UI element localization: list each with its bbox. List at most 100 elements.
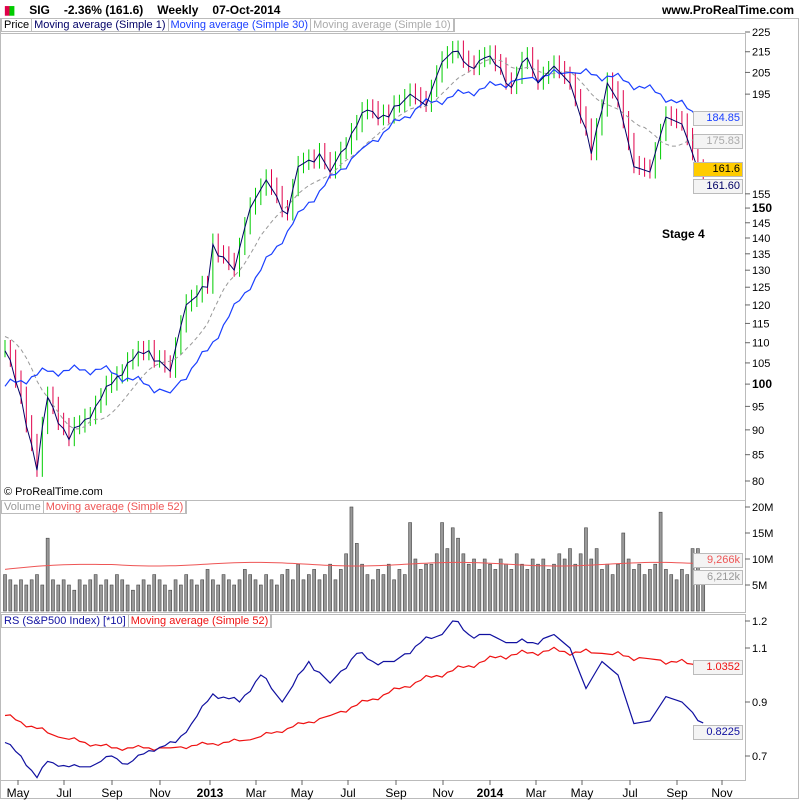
volume-bar [397, 569, 402, 612]
site-link[interactable]: www.ProRealTime.com [661, 3, 794, 17]
x-tick-label: Nov [149, 786, 170, 800]
volume-bar [152, 574, 157, 612]
volume-bar [354, 543, 359, 612]
volume-bar [29, 579, 34, 612]
rs-legend: RS (S&P500 Index) [*10] Moving average (… [1, 614, 273, 628]
volume-bar [637, 563, 642, 612]
volume-bar [104, 579, 109, 612]
volume-bar [621, 532, 626, 612]
legend-ma1[interactable]: Moving average (Simple 1) [32, 19, 169, 31]
legend-ma10[interactable]: Moving average (Simple 10) [311, 19, 454, 31]
volume-bar [291, 579, 295, 612]
volume-bar [658, 511, 663, 612]
change: -2.36% (161.6) [63, 3, 144, 17]
x-tick-label: Mar [526, 786, 547, 800]
volume-bar [77, 579, 82, 612]
volume-bar [344, 553, 348, 612]
legend-rs[interactable]: RS (S&P500 Index) [*10] [2, 615, 129, 627]
volume-bar [328, 563, 332, 612]
volume-bar [3, 574, 7, 612]
volume-bar [402, 574, 407, 612]
volume-bar [322, 574, 327, 612]
volume-bar [195, 584, 199, 612]
volume-bar [253, 579, 258, 612]
volume-bar [168, 589, 173, 612]
volume-bar [221, 574, 226, 612]
volume-bar [493, 569, 498, 612]
volume-bar [381, 574, 386, 612]
volume-bar [456, 537, 460, 612]
x-tick-label: Nov [432, 786, 453, 800]
volume-bar [370, 579, 375, 612]
legend-price[interactable]: Price [2, 19, 33, 31]
volume-bar [189, 579, 194, 612]
volume-bar [626, 558, 631, 612]
volume-bar [525, 569, 530, 612]
legend-ma30[interactable]: Moving average (Simple 30) [169, 19, 312, 31]
candlestick-logo-icon-2: ▮ [8, 3, 16, 17]
volume-bar [131, 589, 135, 612]
volume-bar [227, 579, 231, 612]
volume-tag: 6,212k [693, 570, 743, 585]
x-tick-label: 2014 [477, 786, 504, 800]
close-line [4, 50, 704, 471]
x-tick-label: Jul [56, 786, 71, 800]
volume-bar [392, 579, 396, 612]
date: 07-Oct-2014 [212, 3, 281, 17]
volume-bar [488, 563, 492, 612]
volume-bar [349, 506, 354, 612]
rs-tick-label: 1.1 [752, 643, 767, 655]
volume-bar [136, 584, 141, 612]
rs-ma-tag: 1.0352 [693, 660, 743, 675]
volume-bar [232, 584, 236, 612]
volume-bar [243, 569, 247, 612]
volume-bar [200, 579, 205, 612]
volume-bar [466, 563, 471, 612]
volume-bar [333, 579, 338, 612]
price-tick-label: 95 [752, 401, 764, 413]
volume-bar [280, 574, 284, 612]
volume-bar [424, 563, 428, 612]
volume-bar [312, 569, 316, 612]
last-price-tag: 161.6 [693, 162, 743, 177]
volume-bar [67, 584, 71, 612]
volume-bar [520, 563, 524, 612]
legend-volume-ma[interactable]: Moving average (Simple 52) [44, 501, 187, 513]
volume-bar [179, 584, 183, 612]
volume-bar [509, 569, 514, 612]
legend-rs-ma[interactable]: Moving average (Simple 52) [129, 615, 272, 627]
volume-bar [594, 548, 599, 612]
volume-bar [504, 563, 508, 612]
volume-bar [386, 563, 391, 612]
price-tick-label: 225 [752, 27, 770, 39]
copyright: © ProRealTime.com [4, 486, 103, 498]
volume-bar [109, 584, 114, 612]
rs-line [4, 620, 704, 779]
volume-tick-label: 5M [752, 580, 767, 592]
rs-tick-label: 0.7 [752, 751, 767, 763]
volume-bar [125, 584, 130, 612]
volume-bar [429, 563, 434, 612]
volume-bar [99, 584, 103, 612]
volume-bar [557, 553, 562, 612]
x-tick-label: Sep [666, 786, 688, 800]
volume-bar [562, 558, 567, 612]
volume-bar [264, 574, 268, 612]
volume-bar [93, 574, 98, 612]
ma10-value-tag: 175.83 [693, 134, 743, 149]
legend-volume[interactable]: Volume [2, 501, 44, 513]
ma30-line [4, 67, 704, 394]
volume-bar [285, 569, 290, 612]
price-tick-label: 150 [752, 201, 772, 215]
chart-header: ▮ ▮ SIG -2.36% (161.6) Weekly 07-Oct-2014 [0, 2, 294, 18]
x-tick-label: Sep [101, 786, 123, 800]
volume-bar [498, 558, 503, 612]
price-tick-label: 145 [752, 218, 770, 230]
volume-tick-label: 15M [752, 528, 773, 540]
price-tick-label: 135 [752, 249, 770, 261]
volume-bar [445, 548, 450, 612]
volume-bar [24, 584, 29, 612]
volume-bar [88, 579, 93, 612]
volume-bar [584, 527, 588, 612]
volume-bar [248, 574, 252, 612]
